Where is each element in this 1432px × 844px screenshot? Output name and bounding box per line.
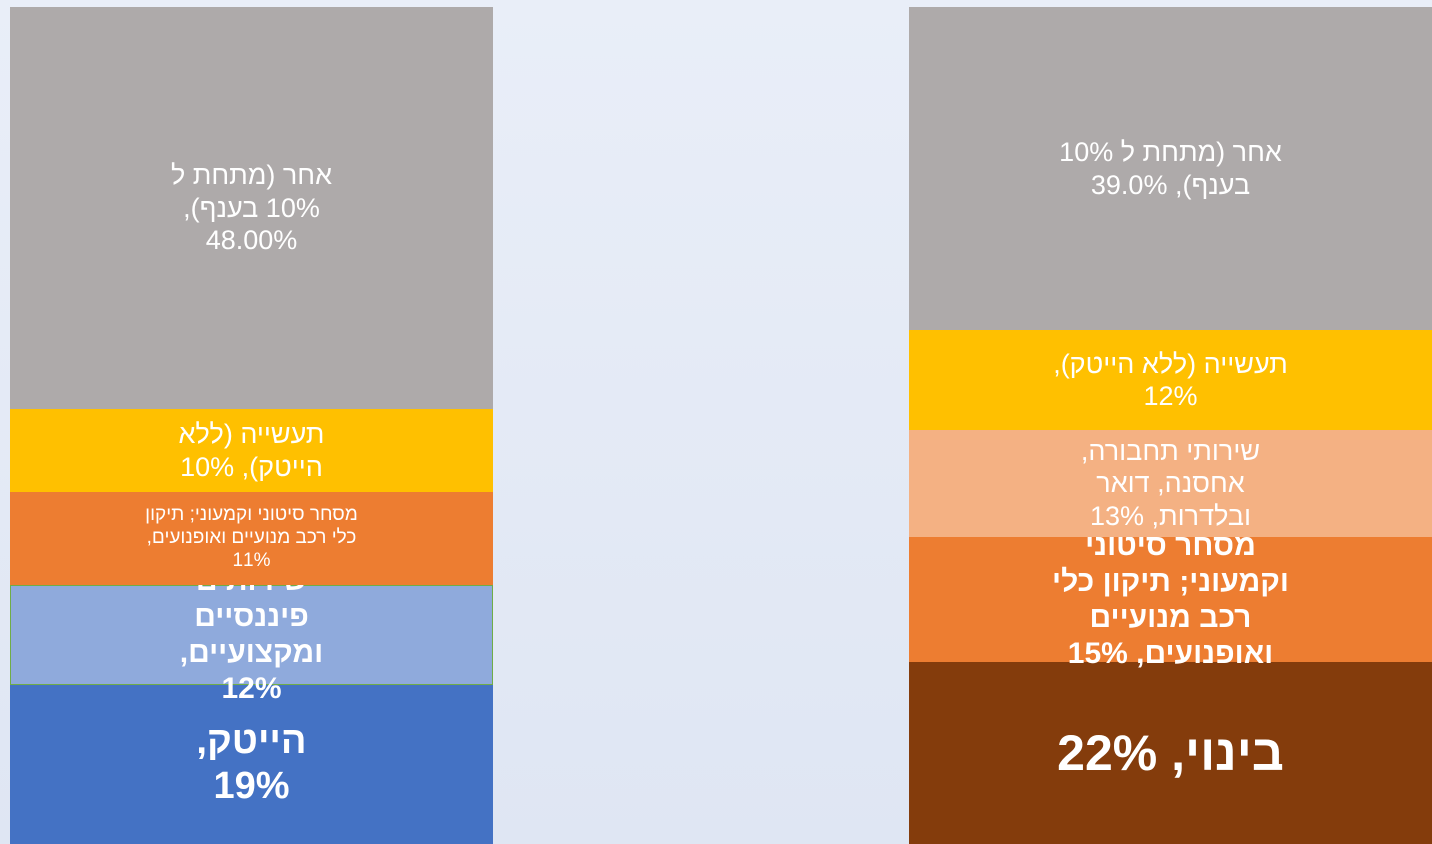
bar-segment: הייטק, 19% bbox=[10, 684, 493, 844]
stacked-bar-right: בינוי, 22% מסחר סיטוני וקמעוני; תיקון כלי… bbox=[909, 7, 1432, 844]
bar-segment: מסחר סיטוני וקמעוני; תיקון כלי רכב מנועי… bbox=[10, 492, 493, 585]
segment-label: בינוי, 22% bbox=[1057, 724, 1284, 781]
segment-label: מסחר סיטוני וקמעוני; תיקון כלי רכב מנועי… bbox=[145, 504, 358, 571]
segment-label: אחר (מתחת ל 10% בענף), 48.00% bbox=[170, 160, 333, 256]
segment-label: תעשייה (ללא הייטק), 10% bbox=[178, 419, 325, 482]
bar-segment: מסחר סיטוני וקמעוני; תיקון כלי רכב מנועי… bbox=[909, 529, 1432, 670]
segment-label: תעשייה (ללא הייטק), 12% bbox=[1053, 348, 1288, 411]
bar-segment: שירותים פיננסיים ומקצועיים, 12% bbox=[10, 564, 493, 705]
bar-segment: אחר (מתחת ל 10% בענף), 39.0% bbox=[909, 7, 1432, 331]
segment-label: הייטק, 19% bbox=[196, 719, 307, 808]
bar-segment: אחר (מתחת ל 10% בענף), 48.00% bbox=[10, 7, 493, 409]
bar-segment: שירותי תחבורה, אחסנה, דואר ובלדרות, 13% bbox=[909, 429, 1432, 538]
bar-segment: בינוי, 22% bbox=[909, 661, 1432, 844]
segment-label: מסחר סיטוני וקמעוני; תיקון כלי רכב מנועי… bbox=[1052, 528, 1289, 670]
bar-segment: תעשייה (ללא הייטק), 12% bbox=[909, 330, 1432, 430]
stacked-bar-left: הייטק, 19% שירותים פיננסיים ומקצועיים, 12… bbox=[10, 7, 493, 844]
segment-label: שירותי תחבורה, אחסנה, דואר ובלדרות, 13% bbox=[1080, 435, 1261, 531]
segment-label: אחר (מתחת ל 10% בענף), 39.0% bbox=[1059, 137, 1282, 200]
bar-segment: תעשייה (ללא הייטק), 10% bbox=[10, 408, 493, 493]
